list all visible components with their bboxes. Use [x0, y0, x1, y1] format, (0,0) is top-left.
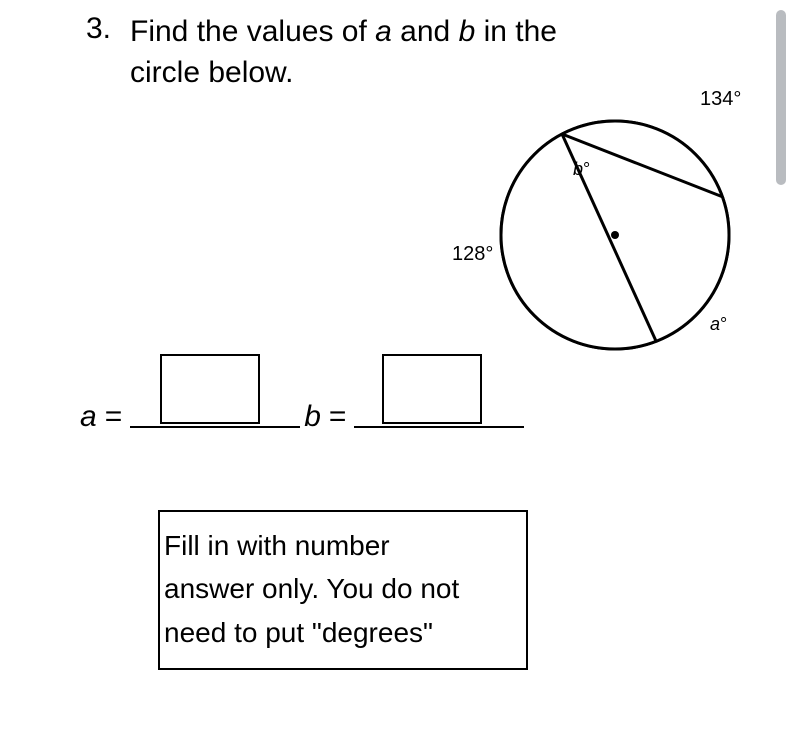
input-a[interactable]: [160, 354, 260, 424]
note-line3: need to put "degrees": [164, 611, 518, 654]
blank-a: [130, 426, 300, 428]
note-box: Fill in with number answer only. You do …: [158, 510, 528, 670]
label-b: b°: [573, 159, 590, 179]
answer-b-label: b: [304, 400, 321, 434]
equals-b: =: [329, 400, 347, 434]
scrollbar-thumb[interactable]: [776, 10, 786, 185]
q-line2: circle below.: [130, 56, 293, 89]
q-line1-suffix: in the: [475, 15, 557, 48]
answer-row: a = b =: [80, 400, 524, 434]
label-128: 128°: [452, 243, 493, 265]
label-a: a°: [710, 314, 727, 334]
q-var-b: b: [459, 15, 476, 48]
blank-b: [354, 426, 524, 428]
answer-a-label: a: [80, 400, 97, 434]
q-var-a: a: [375, 15, 392, 48]
q-line1-prefix: Find the values of: [130, 15, 375, 48]
diagram-svg: 134° 128° b° a°: [450, 85, 760, 375]
center-dot: [611, 231, 619, 239]
circle-diagram: 134° 128° b° a°: [450, 85, 760, 375]
question-number: 3.: [86, 12, 111, 46]
question-text: Find the values of a and b in the circle…: [130, 12, 690, 93]
input-b[interactable]: [382, 354, 482, 424]
note-line1: Fill in with number: [164, 524, 518, 567]
label-134: 134°: [700, 88, 741, 110]
note-line2: answer only. You do not: [164, 567, 518, 610]
equals-a: =: [105, 400, 123, 434]
q-mid1: and: [392, 15, 459, 48]
